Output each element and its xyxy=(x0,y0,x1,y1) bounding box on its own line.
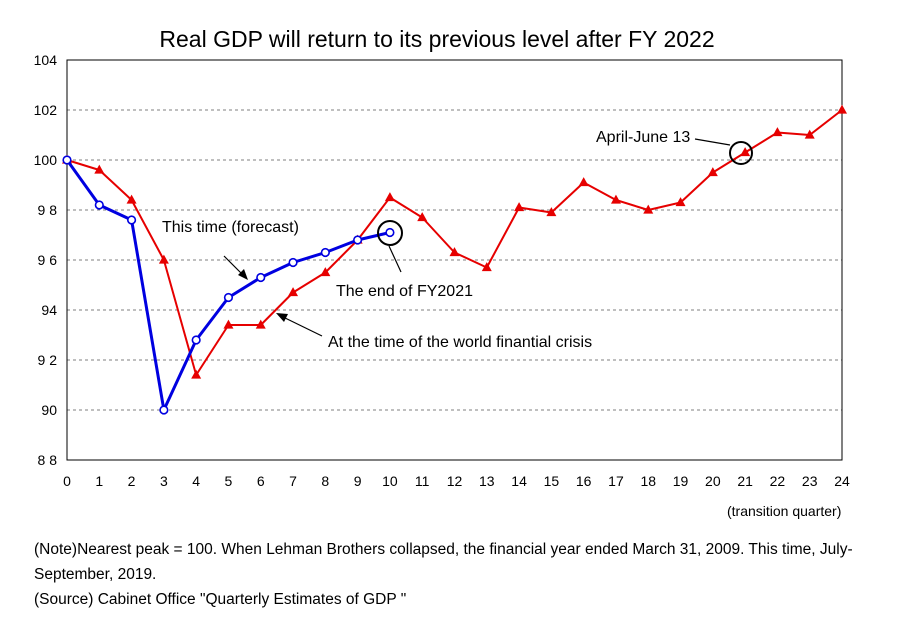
x-axis-ticks: 0 1 2 3 4 5 6 7 8 9 10 11 12 13 14 15 16 17 18 19 20 21 22 23 24 xyxy=(63,473,850,489)
x-tick-label: 1 xyxy=(95,473,103,489)
x-tick-label: 6 xyxy=(257,473,265,489)
april-june-circle-marker xyxy=(729,141,753,165)
y-tick-label: 94 xyxy=(41,302,57,318)
annotation-arrow-crisis xyxy=(280,315,323,337)
data-point xyxy=(514,202,525,212)
data-point xyxy=(740,147,751,157)
series xyxy=(62,104,847,415)
source-text: (Source) Cabinet Office "Quarterly Estim… xyxy=(34,591,407,608)
fy2021-circle-marker xyxy=(377,220,403,246)
x-tick-label: 22 xyxy=(770,473,786,489)
y-tick-label: 90 xyxy=(41,402,57,418)
x-tick-label: 3 xyxy=(160,473,168,489)
data-point xyxy=(320,247,330,258)
data-point xyxy=(546,207,557,217)
x-tick-label: 21 xyxy=(737,473,753,489)
data-point xyxy=(159,405,169,415)
data-point xyxy=(158,254,169,264)
series-this-time xyxy=(62,155,395,415)
x-tick-label: 16 xyxy=(576,473,592,489)
x-tick-label: 24 xyxy=(834,473,850,489)
annotation-fy2021: The end of FY2021 xyxy=(336,283,473,300)
data-point xyxy=(126,194,137,204)
data-point xyxy=(126,215,137,225)
data-point xyxy=(353,235,363,245)
data-point xyxy=(449,247,460,257)
x-tick-label: 14 xyxy=(511,473,527,489)
x-tick-label: 12 xyxy=(447,473,463,489)
y-tick-label: 9 2 xyxy=(38,352,58,368)
data-point xyxy=(256,272,266,283)
x-tick-label: 11 xyxy=(415,473,430,489)
chart-title: Real GDP will return to its previous lev… xyxy=(159,26,714,52)
x-tick-label: 13 xyxy=(479,473,495,489)
x-tick-label: 17 xyxy=(608,473,624,489)
data-point xyxy=(578,177,589,187)
arrowhead-crisis xyxy=(276,313,288,322)
data-point xyxy=(707,167,718,177)
data-point xyxy=(417,212,428,222)
y-tick-label: 102 xyxy=(34,102,58,118)
x-tick-label: 18 xyxy=(640,473,656,489)
annotation-crisis: At the time of the world finantial crisi… xyxy=(328,334,592,351)
x-tick-label: 4 xyxy=(192,473,200,489)
x-tick-label: 19 xyxy=(673,473,689,489)
x-tick-label: 5 xyxy=(225,473,233,489)
x-axis-unit-label: (transition quarter) xyxy=(727,503,842,519)
data-point xyxy=(255,319,266,329)
data-point xyxy=(223,292,234,303)
data-point xyxy=(288,287,299,297)
arrowhead-this-time xyxy=(238,269,248,280)
annotation-leader-april-june xyxy=(694,138,731,146)
y-axis-ticks: 104 102 100 9 8 9 6 94 9 2 90 8 8 xyxy=(34,52,58,468)
annotation-this-time: This time (forecast) xyxy=(162,219,299,236)
gdp-line-chart: Real GDP will return to its previous lev… xyxy=(34,26,850,489)
axes xyxy=(66,59,843,461)
x-tick-label: 23 xyxy=(802,473,818,489)
data-point xyxy=(804,129,815,139)
data-point xyxy=(288,257,298,268)
data-point xyxy=(837,104,847,114)
x-tick-label: 10 xyxy=(382,473,398,489)
annotations: This time (forecast) The end of FY2021 A… xyxy=(162,129,753,351)
annotation-april-june: April-June 13 xyxy=(596,129,690,146)
data-point xyxy=(94,200,104,210)
data-point xyxy=(191,369,202,379)
x-tick-label: 20 xyxy=(705,473,721,489)
annotation-leader-fy2021 xyxy=(388,245,402,273)
data-point xyxy=(384,192,395,202)
x-tick-label: 9 xyxy=(354,473,362,489)
data-point xyxy=(385,227,395,238)
data-point xyxy=(643,204,654,214)
notes-block: (Note)Nearest peak = 100. When Lehman Br… xyxy=(34,537,874,612)
plot-frame xyxy=(66,59,843,461)
x-tick-label: 8 xyxy=(321,473,329,489)
y-tick-label: 9 8 xyxy=(38,202,58,218)
data-point xyxy=(94,164,105,174)
y-tick-label: 8 8 xyxy=(38,452,58,468)
data-point xyxy=(772,127,783,137)
y-tick-label: 9 6 xyxy=(38,252,58,268)
note-text: (Note)Nearest peak = 100. When Lehman Br… xyxy=(34,541,853,583)
data-point xyxy=(223,319,234,329)
x-tick-label: 2 xyxy=(128,473,136,489)
data-point xyxy=(675,197,686,207)
x-tick-label: 0 xyxy=(63,473,71,489)
x-tick-label: 15 xyxy=(544,473,560,489)
y-tick-label: 100 xyxy=(34,152,58,168)
data-point xyxy=(191,335,201,345)
data-point xyxy=(481,262,492,272)
data-point xyxy=(62,155,72,165)
y-tick-label: 104 xyxy=(34,52,58,68)
x-tick-label: 7 xyxy=(289,473,297,489)
data-point xyxy=(610,194,621,204)
series-crisis xyxy=(62,104,847,379)
data-point xyxy=(320,267,331,277)
